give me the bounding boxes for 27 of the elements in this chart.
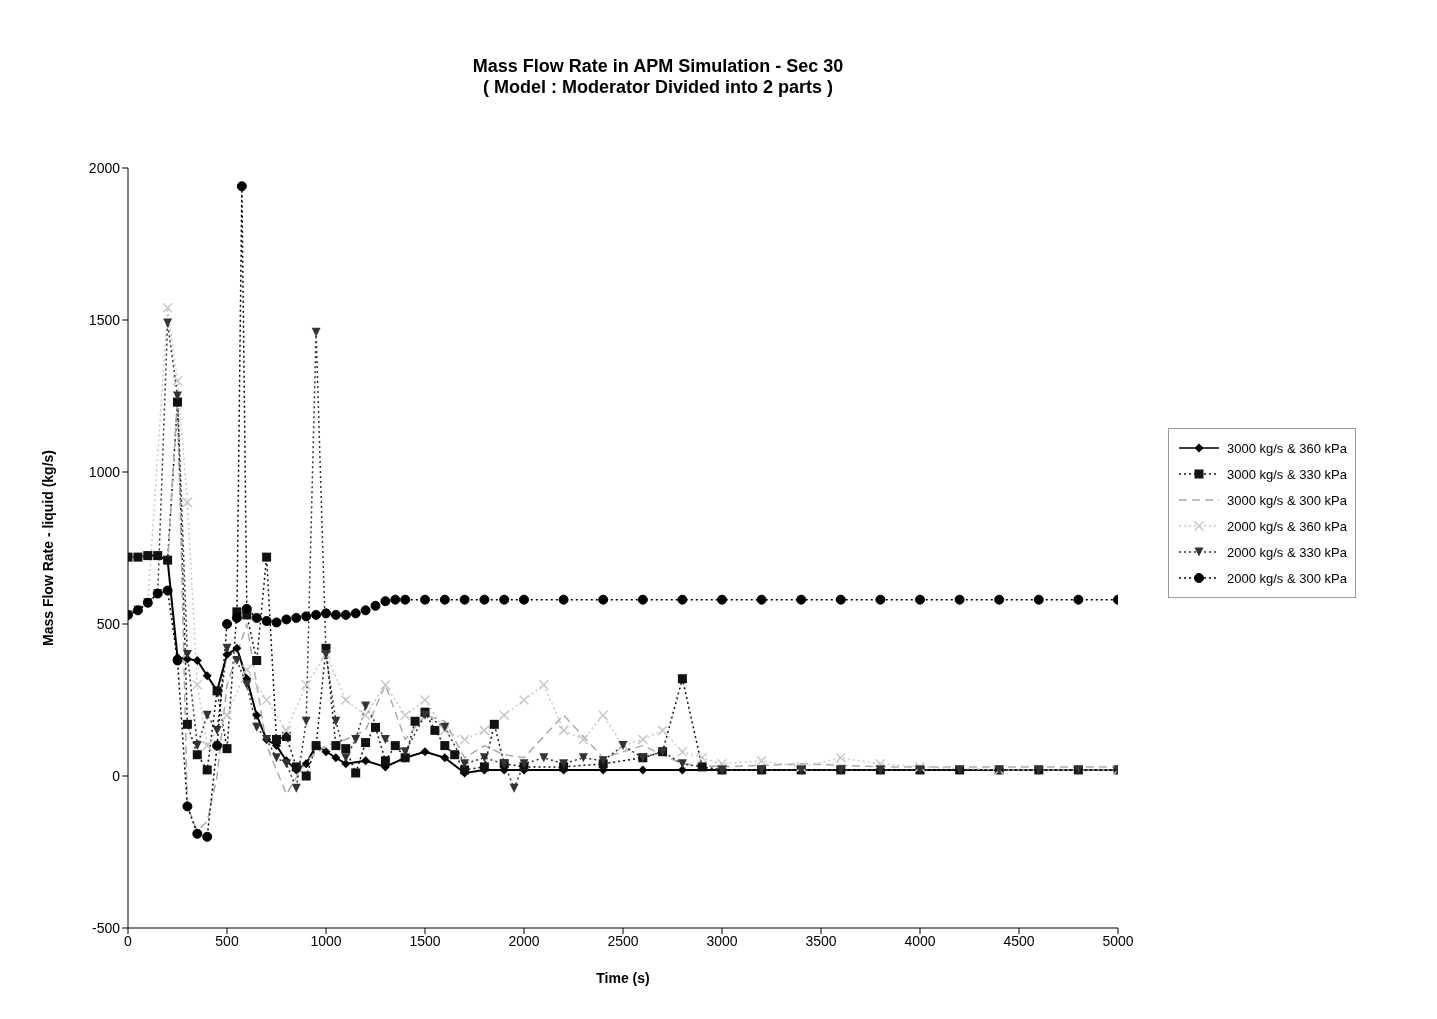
x-tick-label: 500 bbox=[215, 932, 239, 949]
y-tick-label: 0 bbox=[112, 767, 121, 784]
y-tick-label: 1000 bbox=[88, 463, 121, 480]
x-tick-label: 4000 bbox=[904, 932, 936, 949]
x-tick-label: 2000 bbox=[508, 932, 540, 949]
legend-label: 3000 kg/s & 330 kPa bbox=[1227, 466, 1347, 482]
legend-label: 2000 kg/s & 300 kPa bbox=[1227, 570, 1347, 586]
legend-label: 2000 kg/s & 330 kPa bbox=[1227, 544, 1347, 560]
chart-subtitle: ( Model : Moderator Divided into 2 parts ) bbox=[482, 77, 834, 98]
legend-label: 3000 kg/s & 300 kPa bbox=[1227, 492, 1347, 508]
legend-label: 3000 kg/s & 360 kPa bbox=[1227, 440, 1347, 456]
y-tick-label: -500 bbox=[91, 919, 121, 936]
x-tick-label: 3000 bbox=[706, 932, 738, 949]
x-tick-label: 4500 bbox=[1003, 932, 1035, 949]
x-tick-label: 3500 bbox=[805, 932, 837, 949]
x-tick-label: 5000 bbox=[1102, 932, 1134, 949]
y-tick-label: 2000 bbox=[88, 159, 121, 176]
y-tick-label: 1500 bbox=[88, 311, 121, 328]
x-tick-label: 2500 bbox=[607, 932, 639, 949]
x-tick-label: 1000 bbox=[310, 932, 342, 949]
chart-title: Mass Flow Rate in APM Simulation - Sec 30 bbox=[471, 56, 845, 77]
y-axis-title: Mass Flow Rate - liquid (kg/s) bbox=[39, 449, 56, 647]
x-tick-label: 0 bbox=[124, 932, 133, 949]
legend-label: 2000 kg/s & 360 kPa bbox=[1227, 518, 1347, 534]
x-tick-label: 1500 bbox=[409, 932, 441, 949]
y-tick-label: 500 bbox=[96, 615, 121, 632]
x-axis-title: Time (s) bbox=[596, 970, 650, 986]
